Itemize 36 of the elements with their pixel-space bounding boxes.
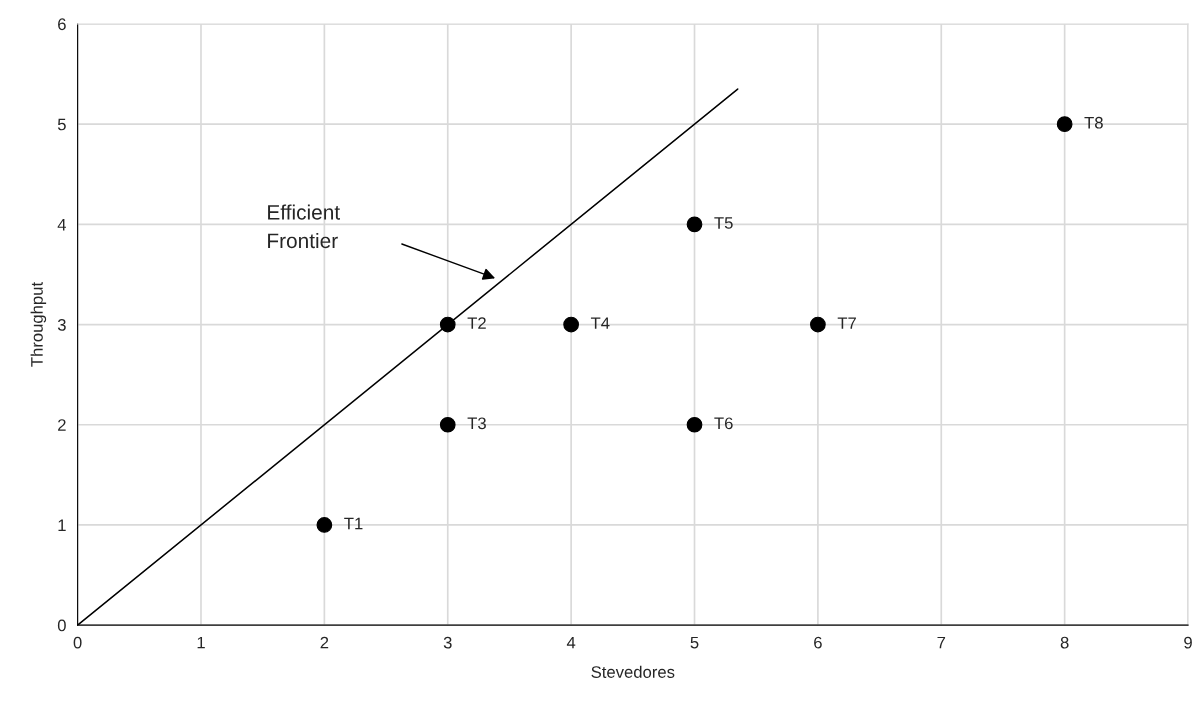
annotation: T5 bbox=[714, 217, 733, 229]
y-tick-label: 5 bbox=[57, 118, 66, 131]
y-tick-label: 0 bbox=[57, 619, 66, 632]
y-tick-label: 6 bbox=[58, 18, 66, 31]
annotation: T3 bbox=[467, 417, 486, 430]
y-tick-label: 1 bbox=[58, 519, 66, 531]
point bbox=[810, 316, 826, 333]
y-tick-label: 3 bbox=[57, 318, 66, 331]
annotation: T2 bbox=[467, 317, 486, 329]
x-tick-label: 9 bbox=[1184, 636, 1192, 649]
point bbox=[686, 416, 703, 433]
x-tick-label: 7 bbox=[937, 636, 946, 649]
x-tick-label: 0 bbox=[73, 636, 82, 649]
annotation: Efficient Frontier bbox=[268, 204, 340, 249]
point bbox=[686, 216, 703, 233]
x-tick-label: 8 bbox=[1060, 636, 1069, 649]
x-tick-label: 2 bbox=[320, 636, 329, 649]
point bbox=[439, 416, 456, 433]
annotation: T4 bbox=[590, 317, 610, 329]
y-tick-label: 4 bbox=[57, 218, 67, 231]
x-tick-label: 6 bbox=[814, 636, 822, 649]
annotation: T1 bbox=[344, 517, 363, 530]
annotation: T7 bbox=[837, 317, 856, 329]
point bbox=[563, 316, 579, 333]
y-axis-title: Throughput bbox=[30, 282, 47, 367]
x-tick-label: 3 bbox=[443, 636, 452, 649]
y-tick-label: 2 bbox=[58, 419, 66, 431]
point bbox=[316, 517, 333, 533]
annotation: T8 bbox=[1084, 116, 1103, 129]
x-tick-label: 1 bbox=[197, 636, 205, 649]
x-tick-label: 5 bbox=[690, 636, 699, 649]
annotation: T6 bbox=[714, 417, 733, 430]
point bbox=[439, 316, 456, 333]
x-axis-title: Stevedores bbox=[591, 665, 675, 678]
point bbox=[1056, 116, 1073, 133]
x-tick-label: 4 bbox=[566, 636, 576, 649]
